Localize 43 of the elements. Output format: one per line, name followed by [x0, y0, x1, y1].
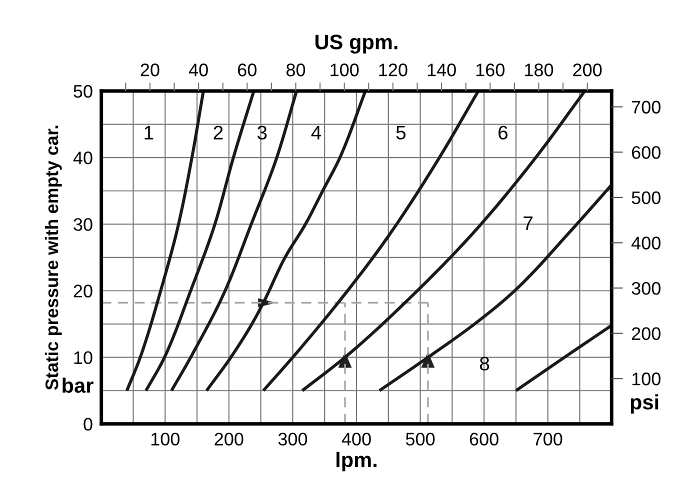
- x2-tick-label: 160: [476, 64, 504, 76]
- x2-tick-label: 140: [428, 64, 456, 76]
- series-label: 7: [524, 216, 533, 230]
- x2-tick-label: 60: [238, 64, 256, 76]
- series-label: 3: [257, 126, 267, 140]
- y2-tick-label: 400: [631, 236, 660, 250]
- y-tick-label: 50: [74, 84, 92, 98]
- y-tick-label: 40: [73, 152, 92, 164]
- x-tick-label: 600: [470, 432, 498, 446]
- x2-tick-label: 40: [188, 64, 208, 76]
- x2-axis-title: US gpm.: [315, 34, 398, 54]
- y2-tick-label: 700: [632, 100, 660, 114]
- x-tick-label: 200: [214, 432, 244, 446]
- y2-tick-label: 100: [632, 372, 660, 386]
- x2-tick-label: 20: [140, 64, 160, 76]
- series-label: 2: [214, 126, 223, 140]
- y-axis-title: Static pressure with empty car.: [45, 126, 62, 390]
- y2-tick-label: 300: [632, 282, 660, 295]
- series-label: 4: [311, 126, 322, 140]
- series-label: 5: [396, 126, 406, 140]
- x-tick-label: 100: [151, 432, 180, 446]
- y-tick-label: 0: [84, 418, 92, 431]
- y-tick-label: 10: [74, 351, 92, 364]
- x-tick-label: 700: [534, 432, 562, 446]
- y2-axis-title: psi: [630, 394, 658, 414]
- x2-tick-label: 100: [330, 64, 359, 76]
- x-tick-label: 500: [406, 432, 435, 446]
- x-tick-label: 400: [342, 432, 371, 446]
- y2-tick-label: 500: [632, 191, 660, 204]
- x2-tick-label: 180: [525, 64, 554, 76]
- y-tick-label: 20: [74, 284, 92, 298]
- y-tick-label: 30: [74, 218, 92, 231]
- x-axis-title: lpm.: [336, 452, 376, 472]
- x2-tick-label: 200: [573, 64, 602, 76]
- x2-tick-label: 80: [286, 64, 306, 76]
- x2-tick-label: 120: [379, 64, 408, 76]
- text: 1: [144, 126, 154, 140]
- legend-label: 8: [480, 356, 490, 371]
- series-label: 6: [498, 126, 508, 140]
- text: bar: [62, 378, 94, 393]
- y2-tick-label: 600: [632, 146, 660, 159]
- x-tick-label: 300: [278, 432, 308, 446]
- y2-tick-label: 200: [632, 327, 660, 340]
